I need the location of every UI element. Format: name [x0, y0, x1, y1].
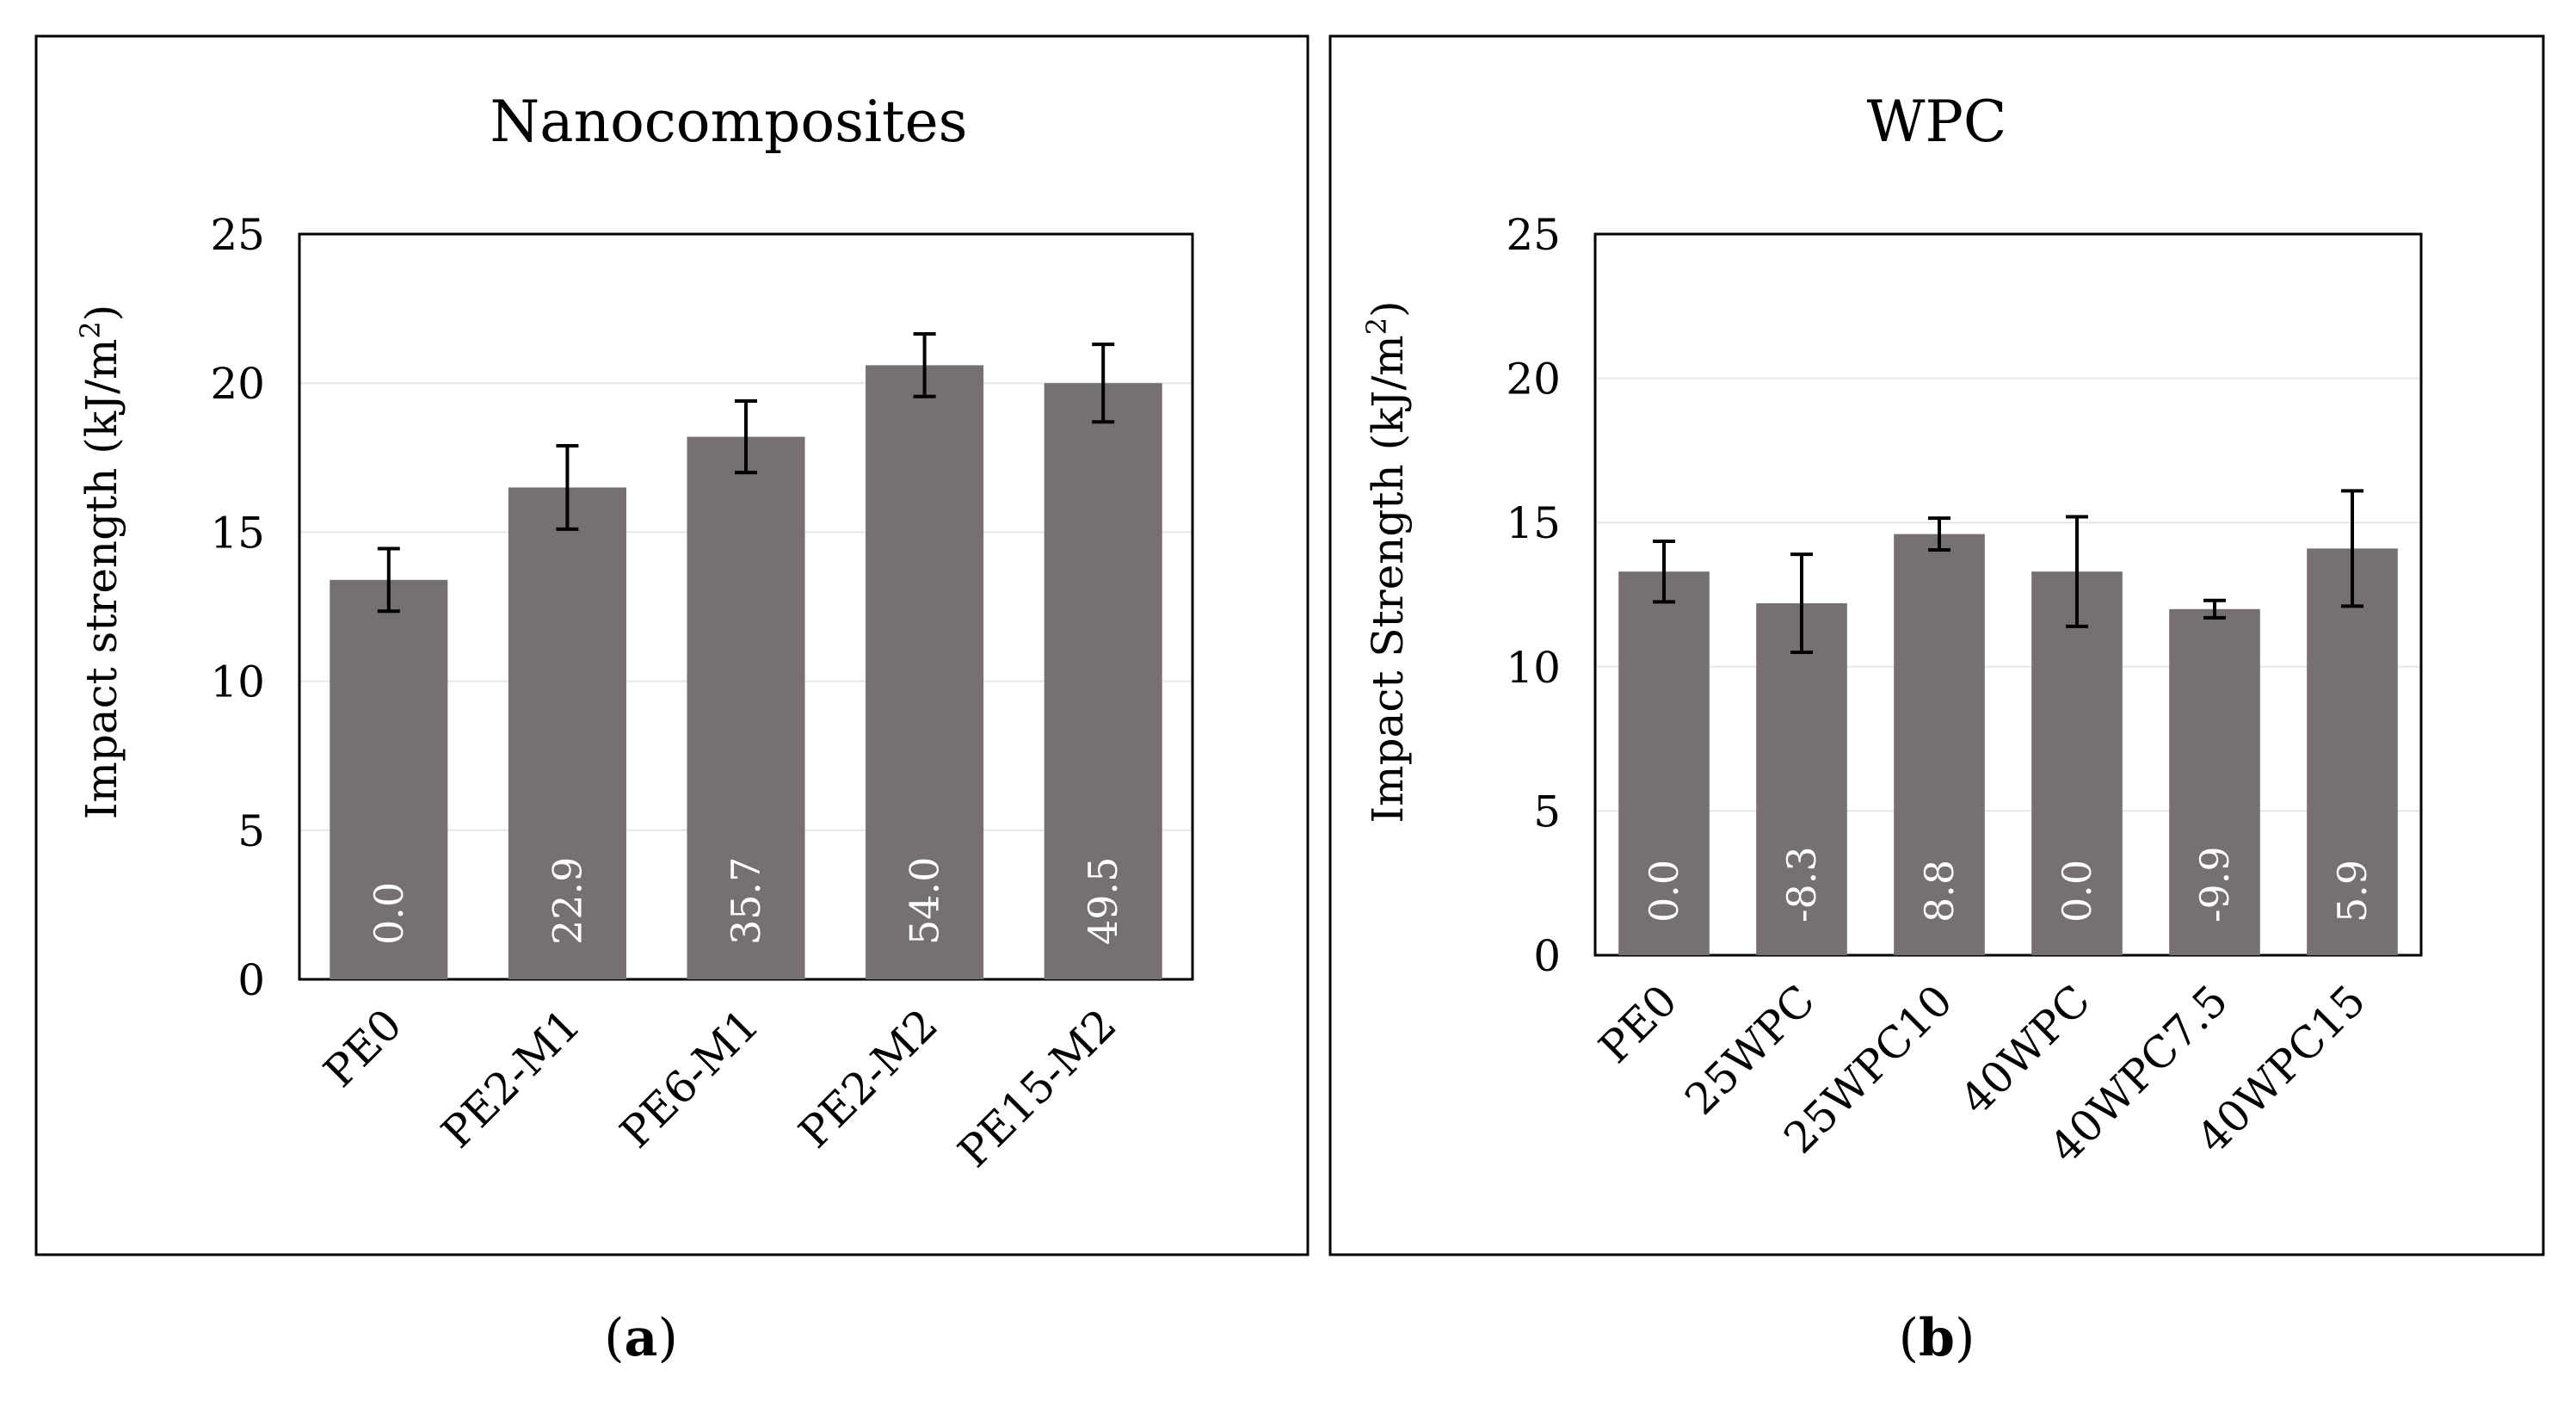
chart-b-data-label: 8.8 — [1916, 860, 1963, 923]
chart-a-ytick-label: 10 — [210, 657, 265, 707]
chart-a-data-label: 22.9 — [544, 857, 590, 945]
chart-b-ytick-label: 15 — [1506, 498, 1561, 548]
chart-a-data-label: 54.0 — [902, 857, 948, 945]
panel-b-ylabel: Impact Strength (kJ/m2) — [1360, 300, 1413, 823]
chart-b-ytick-label: 5 — [1533, 787, 1561, 836]
chart-a-bar — [1044, 383, 1162, 979]
chart-a-bar — [866, 365, 984, 979]
chart-a-ytick-label: 0 — [237, 955, 265, 1005]
chart-b-data-label: 5.9 — [2329, 860, 2376, 923]
chart-b-data-label: 0.0 — [2054, 860, 2100, 923]
chart-a-bar — [687, 436, 805, 979]
chart-b-ytick-label: 25 — [1506, 210, 1561, 260]
chart-b-bar — [2307, 548, 2398, 955]
panel-b-label: (b) — [1899, 1308, 1975, 1368]
chart-a-ytick-label: 5 — [237, 806, 265, 856]
panel-a-label: (a) — [604, 1308, 678, 1368]
chart-b-ytick-label: 10 — [1506, 643, 1561, 693]
chart-a-data-label: 0.0 — [366, 882, 412, 945]
chart-a-data-label: 49.5 — [1080, 857, 1126, 945]
chart-b-plot-frame — [1593, 232, 2423, 957]
chart-b-data-label: 0.0 — [1641, 860, 1687, 923]
panel-b-title: WPC — [1867, 89, 2007, 155]
chart-a-ytick-label: 15 — [210, 508, 265, 558]
chart-b-bar — [1618, 571, 1710, 955]
chart-b-bar — [1894, 534, 1985, 955]
chart-a-bar — [330, 579, 448, 979]
chart-b-ytick-label: 20 — [1506, 355, 1561, 404]
chart-b-ytick-label: 0 — [1533, 931, 1561, 981]
chart-b-data-label: -9.9 — [2191, 846, 2238, 923]
chart-a-data-label: 35.7 — [723, 857, 769, 945]
chart-b-bar — [1756, 603, 1847, 955]
chart-a-ytick-label: 25 — [210, 210, 265, 260]
chart-a-bar — [508, 487, 626, 979]
chart-b-data-label: -8.3 — [1778, 846, 1825, 923]
chart-a-ytick-label: 20 — [210, 359, 265, 409]
chart-b-bar — [2169, 608, 2260, 955]
panel-a-title: Nanocomposites — [490, 89, 967, 155]
chart-b-bar — [2031, 571, 2123, 955]
panel-a-ylabel: Impact strength (kJ/m2) — [74, 305, 126, 820]
